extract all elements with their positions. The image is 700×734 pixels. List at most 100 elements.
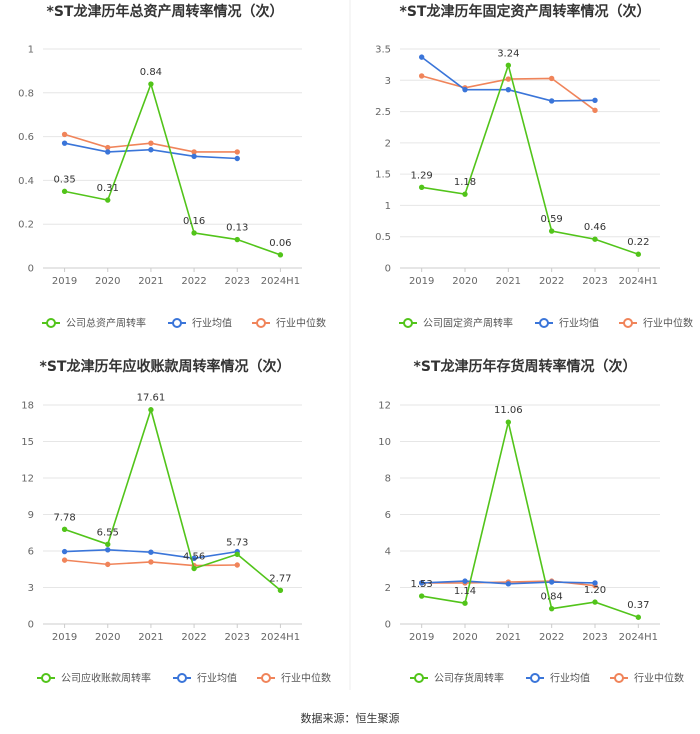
data-label: 0.59 <box>541 214 563 225</box>
company-data-point <box>418 593 425 599</box>
x-tick-label: 2020 <box>95 276 120 287</box>
company-data-point <box>548 605 555 612</box>
legend-item-label[interactable]: 行业均值 <box>559 317 599 330</box>
legend-circle-marker[interactable] <box>623 318 633 328</box>
y-tick-label: 0 <box>385 620 391 631</box>
x-tick-label: 2024H1 <box>261 632 300 643</box>
industry-avg-point <box>61 548 68 555</box>
legend-circle-marker[interactable] <box>46 318 56 328</box>
company-data-point <box>61 188 68 195</box>
x-tick-label: 2022 <box>181 632 206 643</box>
company-data-point <box>234 236 240 243</box>
industry-avg-point <box>418 580 425 586</box>
data-label: 0.06 <box>269 238 291 249</box>
y-tick-label: 18 <box>21 401 34 412</box>
legend-circle-marker[interactable] <box>539 318 549 328</box>
industry-avg-point <box>105 149 111 155</box>
company-data-point <box>105 197 111 203</box>
data-label: 0.84 <box>140 67 162 78</box>
x-tick-label: 2019 <box>409 276 434 287</box>
data-label: 0.31 <box>97 183 119 194</box>
company-data-point <box>635 614 642 620</box>
industry-median-point <box>234 149 240 155</box>
legend-circle-marker[interactable] <box>614 673 624 683</box>
company-data-point <box>592 599 598 605</box>
company-series-line <box>421 421 639 619</box>
data-label: 0.35 <box>53 174 75 185</box>
industry-median-point <box>191 149 197 155</box>
industry-median-point <box>105 144 111 151</box>
industry-avg-point <box>592 97 598 104</box>
y-tick-label: 0 <box>28 620 34 631</box>
legend-item-label[interactable]: 行业中位数 <box>276 317 326 330</box>
x-tick-label: 2021 <box>496 276 521 287</box>
legend-circle-marker[interactable] <box>414 673 424 683</box>
legend-circle-marker[interactable] <box>41 673 51 683</box>
chart-title: *ST龙津历年固定资产周转率情况（次） <box>400 3 651 20</box>
y-tick-label: 4 <box>385 547 391 558</box>
industry-avg-point <box>592 580 598 586</box>
legend-circle-marker[interactable] <box>256 318 266 328</box>
legend-item-label[interactable]: 行业均值 <box>192 317 232 330</box>
y-tick-label: 1 <box>28 45 34 56</box>
y-tick-label: 3 <box>28 583 34 594</box>
company-data-point <box>148 407 154 413</box>
company-data-point <box>505 419 512 425</box>
y-tick-label: 0.8 <box>18 88 34 99</box>
data-label: 0.16 <box>183 216 205 227</box>
y-tick-label: 6 <box>28 547 34 558</box>
y-tick-label: 2 <box>385 583 391 594</box>
legend-circle-marker[interactable] <box>177 673 187 683</box>
legend-circle-marker[interactable] <box>261 673 271 683</box>
legend-item-label[interactable]: 行业中位数 <box>281 672 331 685</box>
company-data-point <box>635 251 642 257</box>
y-tick-label: 1.5 <box>375 170 391 181</box>
data-label: 3.24 <box>497 48 519 59</box>
legend-item-label[interactable]: 公司固定资产周转率 <box>423 317 513 330</box>
legend-circle-marker[interactable] <box>403 318 413 328</box>
legend-item-label[interactable]: 公司总资产周转率 <box>66 317 146 330</box>
data-label: 0.37 <box>627 600 649 611</box>
industry-avg-point <box>191 153 197 160</box>
y-tick-label: 6 <box>385 510 391 521</box>
legend-item-label[interactable]: 公司存货周转率 <box>434 672 504 685</box>
legend-item-label[interactable]: 行业均值 <box>197 672 237 685</box>
legend-item-label[interactable]: 公司应收账款周转率 <box>61 672 151 685</box>
y-tick-label: 0 <box>385 264 391 275</box>
x-tick-label: 2019 <box>52 632 77 643</box>
company-data-point <box>61 526 68 533</box>
x-tick-label: 2023 <box>582 276 607 287</box>
industry-avg-point <box>548 98 555 104</box>
y-tick-label: 12 <box>21 474 34 485</box>
data-label: 6.55 <box>97 527 119 538</box>
data-label: 0.22 <box>627 237 649 248</box>
y-tick-label: 1 <box>385 201 391 212</box>
legend-circle-marker[interactable] <box>530 673 540 683</box>
company-data-point <box>105 541 111 548</box>
industry-median-point <box>505 76 512 82</box>
legend-item-label[interactable]: 行业均值 <box>550 672 590 685</box>
data-label: 0.84 <box>541 592 563 603</box>
source-note: 数据来源：恒生聚源 <box>301 711 400 725</box>
company-series-line <box>421 62 639 255</box>
x-tick-label: 2020 <box>452 632 477 643</box>
data-label: 1.53 <box>411 579 433 590</box>
legend-circle-marker[interactable] <box>172 318 182 328</box>
y-tick-label: 0 <box>28 264 34 275</box>
company-data-point <box>548 228 555 234</box>
industry-avg-point <box>234 155 240 162</box>
y-tick-label: 3.5 <box>375 45 391 56</box>
x-tick-label: 2024H1 <box>619 632 658 643</box>
x-tick-label: 2021 <box>496 632 521 643</box>
legend-item-label[interactable]: 行业中位数 <box>634 672 684 685</box>
data-label: 5.73 <box>226 537 248 548</box>
x-tick-label: 2023 <box>225 276 250 287</box>
company-data-point <box>462 191 468 197</box>
legend-item-label[interactable]: 行业中位数 <box>643 317 693 330</box>
industry-avg-point <box>505 86 512 93</box>
y-tick-label: 12 <box>378 401 391 412</box>
company-data-point <box>418 184 425 190</box>
x-tick-label: 2024H1 <box>619 276 658 287</box>
